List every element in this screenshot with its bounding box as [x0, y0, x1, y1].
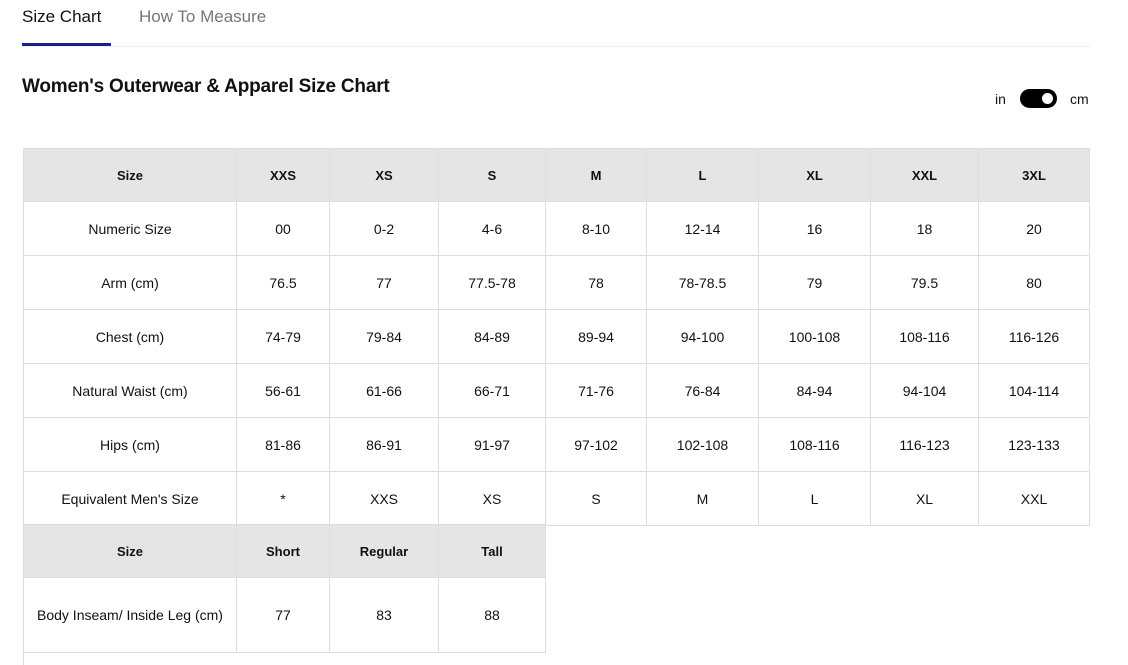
- table-cell: 97-102: [545, 417, 647, 472]
- table-cell: 0-2: [329, 201, 439, 256]
- table-cell: 104-114: [978, 363, 1090, 418]
- table-cell: 88: [438, 577, 546, 653]
- table-cell: 4-6: [438, 201, 546, 256]
- column-header: Tall: [438, 524, 546, 578]
- inseam-table: Size Short Regular Tall Body Inseam/ Inside…: [23, 524, 546, 653]
- table-cell: 116-126: [978, 309, 1090, 364]
- table-cell: 61-66: [329, 363, 439, 418]
- table-cell: 74-79: [236, 309, 330, 364]
- column-header: XXS: [236, 148, 330, 202]
- table-cell: 81-86: [236, 417, 330, 472]
- page-title: Women's Outerwear & Apparel Size Chart: [22, 76, 390, 97]
- table-cell: 100-108: [758, 309, 871, 364]
- table-cell: 77: [329, 255, 439, 310]
- table-cell: 77: [236, 577, 330, 653]
- table-cell: 91-97: [438, 417, 546, 472]
- table-cell: XXS: [329, 471, 439, 526]
- table-cell: XL: [870, 471, 979, 526]
- table-cell: 79: [758, 255, 871, 310]
- row-label: Numeric Size: [23, 201, 237, 256]
- table-cell: 123-133: [978, 417, 1090, 472]
- table-cell: 78-78.5: [646, 255, 759, 310]
- table-cell: 86-91: [329, 417, 439, 472]
- column-header: Regular: [329, 524, 439, 578]
- table-cell: 77.5-78: [438, 255, 546, 310]
- table-cell: 76.5: [236, 255, 330, 310]
- column-header: Short: [236, 524, 330, 578]
- table-cell: 56-61: [236, 363, 330, 418]
- column-header: Size: [23, 524, 237, 578]
- row-label: Body Inseam/ Inside Leg (cm): [23, 577, 237, 653]
- unit-toggle[interactable]: [1020, 89, 1057, 108]
- table-cell: XS: [438, 471, 546, 526]
- table-cell: 84-94: [758, 363, 871, 418]
- table-header-row: Size XXS XS S M L XL XXL 3XL: [23, 148, 1090, 202]
- row-label: Natural Waist (cm): [23, 363, 237, 418]
- column-header: XS: [329, 148, 439, 202]
- column-header: XL: [758, 148, 871, 202]
- unit-cm-label: cm: [1070, 91, 1089, 107]
- table-cell: 94-100: [646, 309, 759, 364]
- table-cell: 108-116: [758, 417, 871, 472]
- table-cell: *: [236, 471, 330, 526]
- table-cell: 79.5: [870, 255, 979, 310]
- table-cell: XXL: [978, 471, 1090, 526]
- table-row: Natural Waist (cm) 56-61 61-66 66-71 71-76 76…: [23, 363, 1090, 418]
- size-chart-table: Size XXS XS S M L XL XXL 3XL Numeric Size 00 0-2 4-…: [23, 148, 1090, 526]
- table-cell: 116-123: [870, 417, 979, 472]
- row-label: Arm (cm): [23, 255, 237, 310]
- toggle-knob: [1042, 93, 1053, 104]
- tab-size-chart[interactable]: Size Chart: [22, 7, 102, 26]
- table-row: Numeric Size 00 0-2 4-6 8-10 12-14 16 18 20: [23, 201, 1090, 256]
- column-header: XXL: [870, 148, 979, 202]
- table-cell: 76-84: [646, 363, 759, 418]
- row-label: Chest (cm): [23, 309, 237, 364]
- table-row: Arm (cm) 76.5 77 77.5-78 78 78-78.5 79 79.5 80: [23, 255, 1090, 310]
- table-border: [23, 652, 24, 665]
- column-header: S: [438, 148, 546, 202]
- table-cell: 71-76: [545, 363, 647, 418]
- table-cell: 66-71: [438, 363, 546, 418]
- unit-in-label: in: [995, 91, 1006, 107]
- table-cell: 108-116: [870, 309, 979, 364]
- column-header: 3XL: [978, 148, 1090, 202]
- table-cell: L: [758, 471, 871, 526]
- table-cell: 79-84: [329, 309, 439, 364]
- table-cell: 89-94: [545, 309, 647, 364]
- table-row: Chest (cm) 74-79 79-84 84-89 89-94 94-100 100-…: [23, 309, 1090, 364]
- table-cell: 20: [978, 201, 1090, 256]
- table-cell: 102-108: [646, 417, 759, 472]
- tab-how-to-measure[interactable]: How To Measure: [139, 7, 267, 26]
- column-header: L: [646, 148, 759, 202]
- table-cell: 12-14: [646, 201, 759, 256]
- table-cell: 18: [870, 201, 979, 256]
- table-cell: 00: [236, 201, 330, 256]
- tab-bar: Size Chart How To Measure: [22, 0, 1090, 47]
- column-header: M: [545, 148, 647, 202]
- row-label: Equivalent Men's Size: [23, 471, 237, 526]
- row-label: Hips (cm): [23, 417, 237, 472]
- table-cell: M: [646, 471, 759, 526]
- table-cell: 16: [758, 201, 871, 256]
- table-cell: 84-89: [438, 309, 546, 364]
- table-cell: 94-104: [870, 363, 979, 418]
- active-tab-indicator: [22, 43, 111, 46]
- table-cell: 83: [329, 577, 439, 653]
- table-header-row: Size Short Regular Tall: [23, 524, 546, 578]
- table-row: Hips (cm) 81-86 86-91 91-97 97-102 102-108 108…: [23, 417, 1090, 472]
- column-header: Size: [23, 148, 237, 202]
- table-cell: 80: [978, 255, 1090, 310]
- table-cell: 8-10: [545, 201, 647, 256]
- table-cell: S: [545, 471, 647, 526]
- table-cell: 78: [545, 255, 647, 310]
- table-row: Body Inseam/ Inside Leg (cm) 77 83 88: [23, 577, 546, 653]
- table-row: Equivalent Men's Size * XXS XS S M L XL XXL: [23, 471, 1090, 526]
